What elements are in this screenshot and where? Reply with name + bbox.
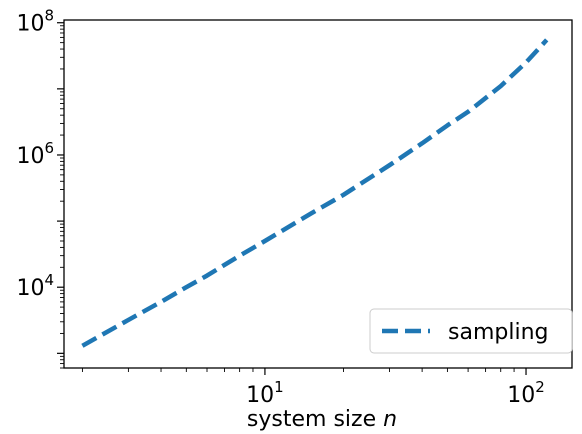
legend: sampling [369,308,573,354]
legend-label-sampling: sampling [448,320,548,345]
x-axis-label: system size n [247,407,397,432]
series-layer [81,38,549,348]
plot-frame [63,19,573,369]
x-axis-label-text: system size [247,407,383,432]
x-tick-label: 102 [507,378,545,408]
legend-box [369,308,573,354]
y-tick-label: 106 [16,139,54,169]
x-tick-label: 101 [246,378,284,408]
series-line-sampling [81,38,549,348]
y-tick-label: 108 [16,7,54,37]
ticks-layer: 101 102 104 106 108 [16,7,544,408]
x-axis-label-variable: n [383,407,397,432]
y-tick-label: 104 [16,271,54,301]
